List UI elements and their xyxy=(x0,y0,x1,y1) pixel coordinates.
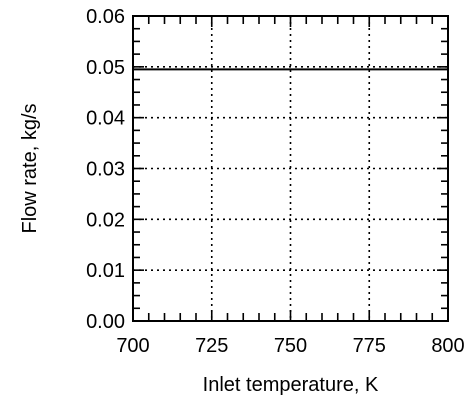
y-tick-label: 0.03 xyxy=(86,159,125,181)
x-tick-label: 800 xyxy=(431,335,464,357)
y-axis-title: Flow rate, kg/s xyxy=(19,103,41,233)
x-tick-label: 775 xyxy=(353,335,386,357)
tick-layer xyxy=(133,16,448,321)
y-tick-label: 0.05 xyxy=(86,57,125,79)
y-tick-label: 0.01 xyxy=(86,260,125,282)
x-tick-label: 750 xyxy=(274,335,307,357)
x-axis-title: Inlet temperature, K xyxy=(203,374,379,396)
y-tick-label: 0.00 xyxy=(86,311,125,333)
x-tick-labels: 700 725 750 775 800 xyxy=(116,335,464,357)
y-tick-label: 0.02 xyxy=(86,209,125,231)
y-tick-label: 0.04 xyxy=(86,108,125,130)
y-tick-label: 0.06 xyxy=(86,6,125,28)
x-tick-label: 725 xyxy=(195,335,228,357)
x-tick-label: 700 xyxy=(116,335,149,357)
grid-layer xyxy=(133,16,448,321)
y-tick-labels: 0.00 0.01 0.02 0.03 0.04 0.05 0.06 xyxy=(86,6,125,333)
